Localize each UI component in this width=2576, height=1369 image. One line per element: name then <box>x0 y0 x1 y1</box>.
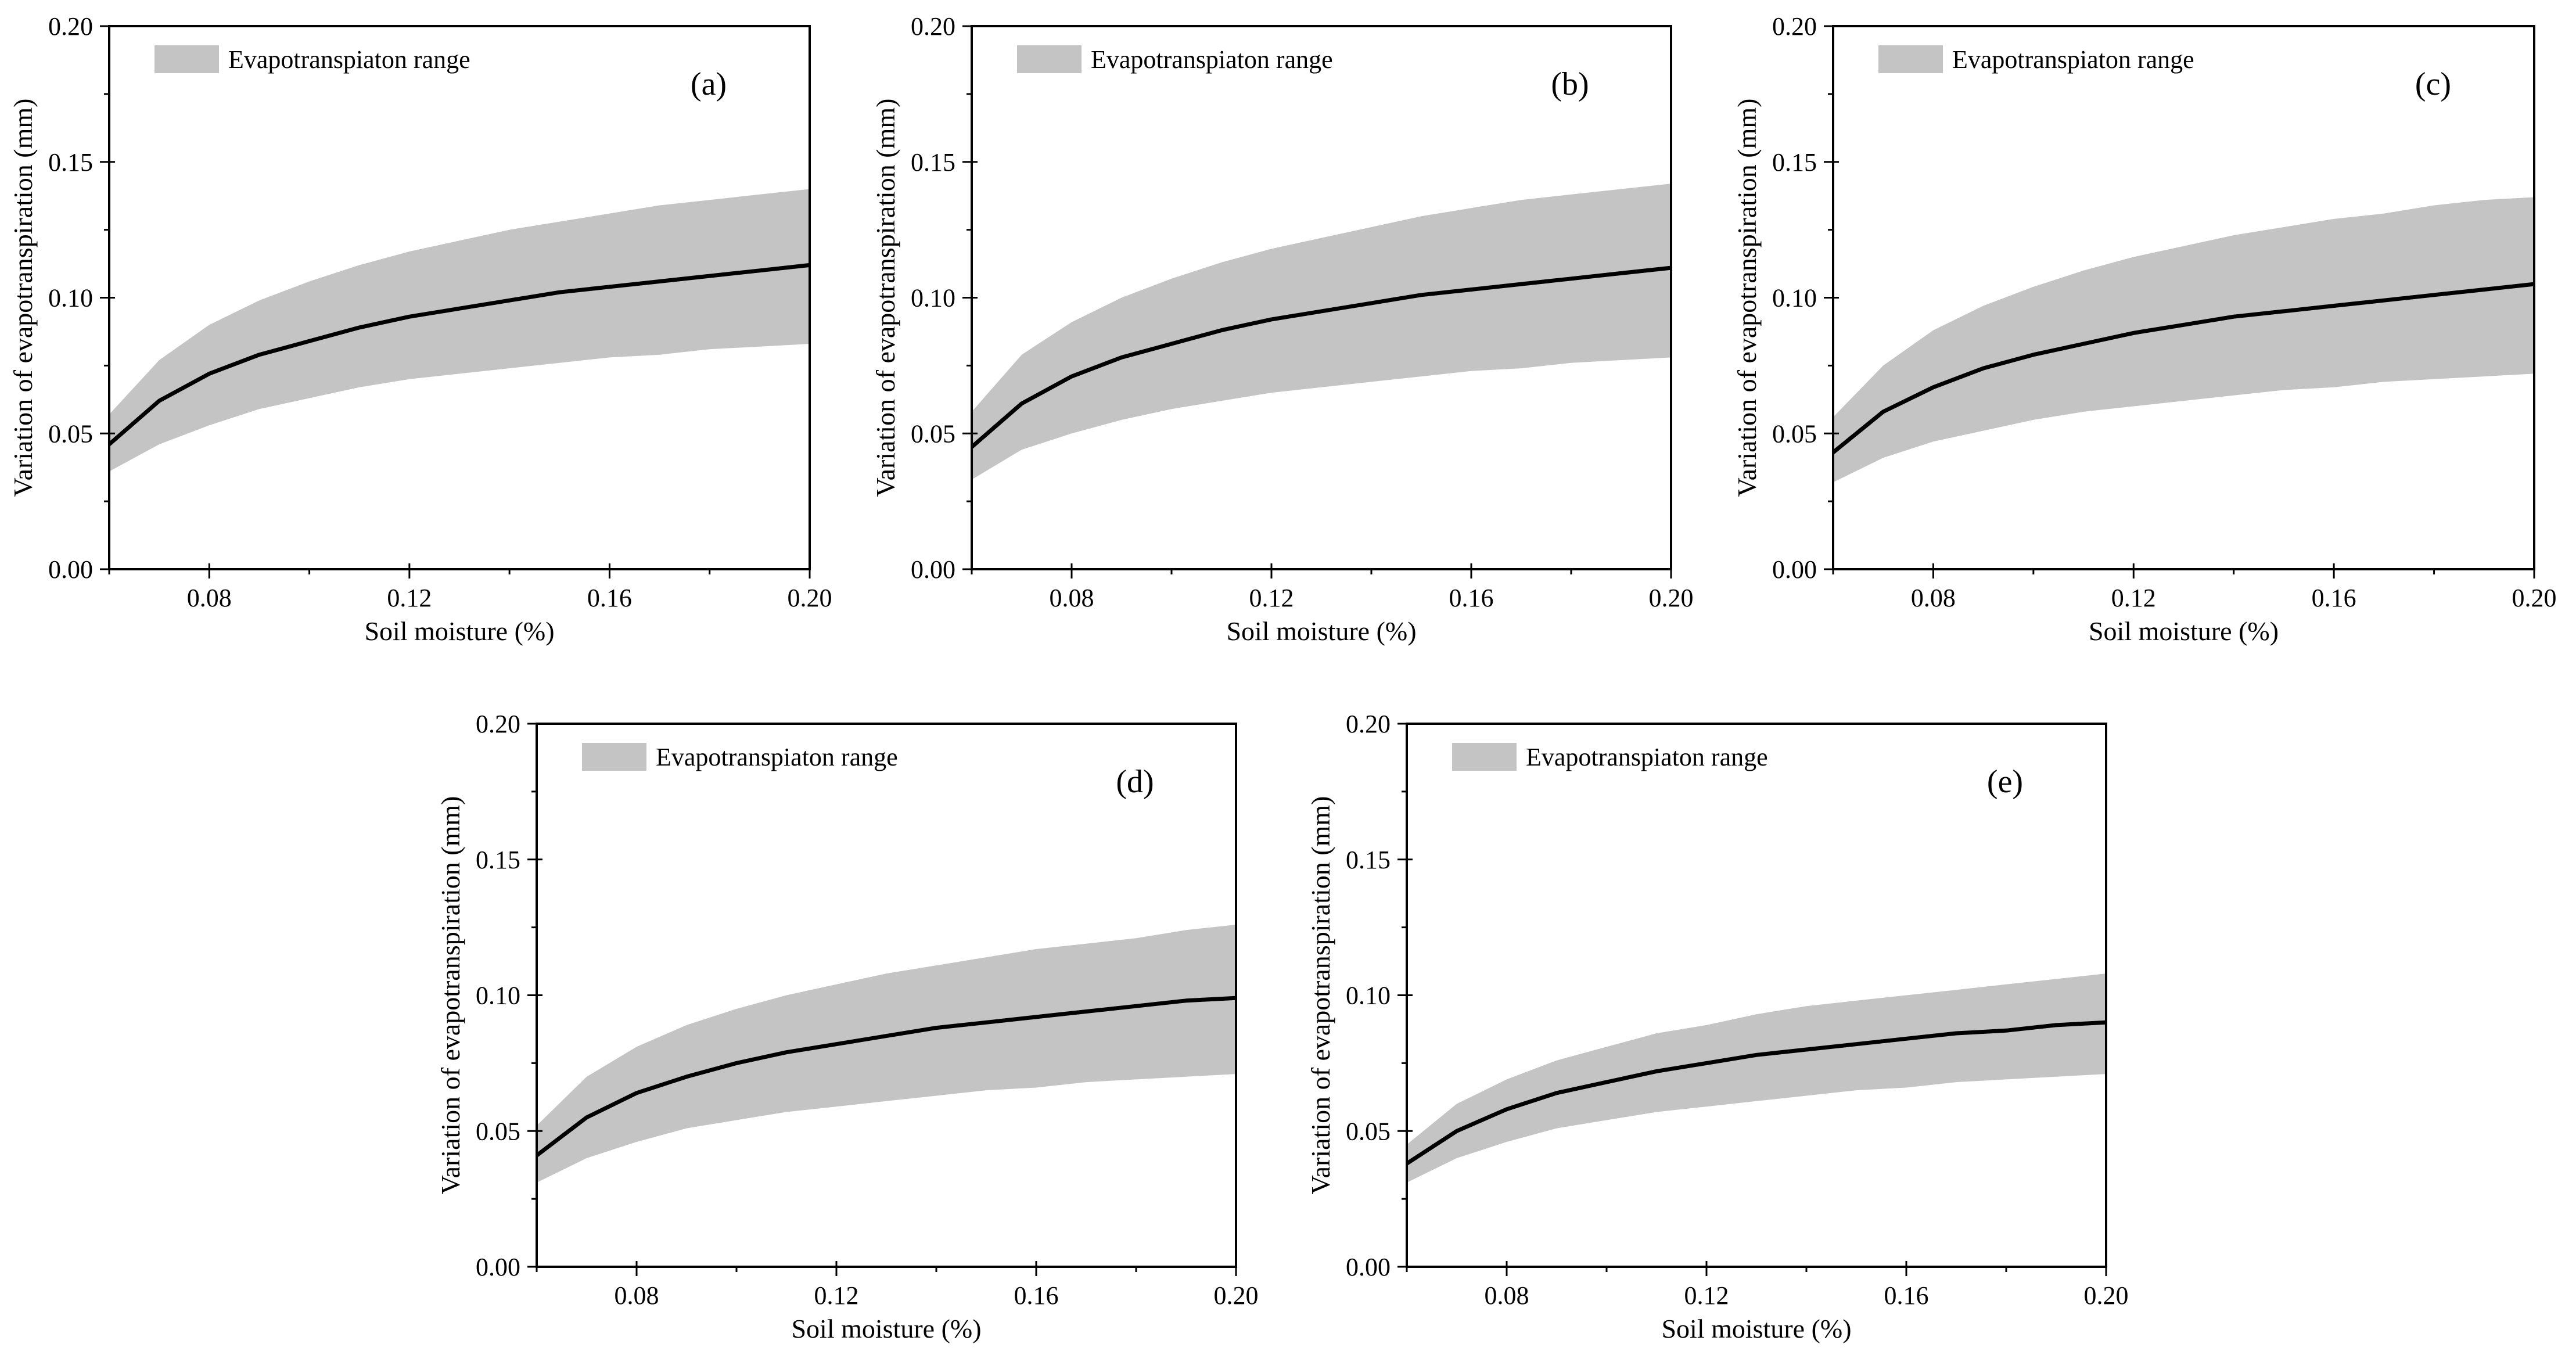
x-tick-label: 0.16 <box>587 584 632 612</box>
mean-evapotranspiration-line <box>970 265 1672 449</box>
x-tick-label: 0.12 <box>2111 584 2156 612</box>
x-axis-title: Soil moisture (%) <box>1226 616 1416 646</box>
y-tick-label: 0.20 <box>1772 12 1817 41</box>
chart-panel-1: 0.00 0.05 0.10 0.15 0.20 0.08 0.12 0.16 0.20 Soil… <box>8 12 832 646</box>
panel-label: (b) <box>1551 66 1589 102</box>
evapotranspiration-range-band <box>1833 197 2534 483</box>
y-tick-label: 0.20 <box>911 12 955 41</box>
legend-swatch <box>1878 45 1943 73</box>
mean-evapotranspiration-line <box>1406 1020 2107 1166</box>
x-tick-label: 0.08 <box>1485 1281 1529 1310</box>
chart-panel-4: 0.00 0.05 0.10 0.15 0.20 0.08 0.12 0.16 0.20 Soil… <box>436 710 1259 1343</box>
y-tick-label: 0.00 <box>1772 555 1817 584</box>
x-tick-label: 0.08 <box>187 584 232 612</box>
x-tick-label: 0.20 <box>1649 584 1694 612</box>
y-tick-label: 0.20 <box>1346 710 1391 738</box>
legend-label: Evapotranspiaton range <box>1091 45 1333 74</box>
y-tick-label: 0.20 <box>476 710 520 738</box>
panel-label: (e) <box>1987 764 2023 800</box>
y-tick-label: 0.05 <box>476 1117 520 1145</box>
chart-panel-3: 0.00 0.05 0.10 0.15 0.20 0.08 0.12 0.16 0.20 Soil… <box>1732 12 2557 646</box>
x-tick-label: 0.12 <box>1249 584 1294 612</box>
x-tick-label: 0.16 <box>1014 1281 1059 1310</box>
evapotranspiration-range-band <box>537 925 1236 1183</box>
panel-label: (d) <box>1116 764 1154 800</box>
x-tick-label: 0.08 <box>1050 584 1094 612</box>
y-tick-label: 0.00 <box>911 555 955 584</box>
legend-swatch <box>582 743 646 771</box>
y-tick-label: 0.15 <box>48 148 93 177</box>
y-tick-label: 0.20 <box>48 12 93 41</box>
y-tick-label: 0.10 <box>48 284 93 312</box>
y-tick-label: 0.00 <box>476 1253 520 1281</box>
x-tick-label: 0.16 <box>2312 584 2356 612</box>
evapotranspiration-range-band <box>109 189 810 472</box>
x-tick-label: 0.12 <box>1684 1281 1729 1310</box>
x-axis-title: Soil moisture (%) <box>364 616 554 646</box>
x-tick-label: 0.20 <box>2512 584 2557 612</box>
x-axis-title: Soil moisture (%) <box>2089 616 2279 646</box>
legend-label: Evapotranspiaton range <box>656 743 898 771</box>
evapotranspiration-range-band <box>972 184 1671 480</box>
x-tick-label: 0.20 <box>1214 1281 1259 1310</box>
legend-swatch <box>155 45 219 73</box>
y-tick-label: 0.10 <box>911 284 955 312</box>
y-tick-label: 0.05 <box>1772 419 1817 448</box>
y-tick-label: 0.05 <box>48 419 93 448</box>
y-tick-label: 0.15 <box>476 846 520 874</box>
legend-label: Evapotranspiaton range <box>228 45 470 74</box>
x-tick-label: 0.16 <box>1884 1281 1929 1310</box>
x-tick-label: 0.12 <box>814 1281 859 1310</box>
panel-label: (a) <box>691 66 727 102</box>
x-tick-label: 0.16 <box>1449 584 1494 612</box>
evapotranspiration-range-band <box>1407 973 2106 1183</box>
x-axis-title: Soil moisture (%) <box>1661 1314 1851 1343</box>
y-axis-title: Variation of evapotranspiration (mm) <box>1732 99 1762 497</box>
y-tick-label: 0.10 <box>476 982 520 1010</box>
y-tick-label: 0.15 <box>911 148 955 177</box>
chart-panel-5: 0.00 0.05 0.10 0.15 0.20 0.08 0.12 0.16 0.20 Soil… <box>1306 710 2129 1343</box>
mean-evapotranspiration-line <box>535 996 1237 1158</box>
x-tick-label: 0.08 <box>615 1281 659 1310</box>
y-tick-label: 0.10 <box>1346 982 1391 1010</box>
mean-evapotranspiration-line <box>1831 282 2535 454</box>
legend-swatch <box>1452 743 1517 771</box>
mean-evapotranspiration-line <box>107 263 810 446</box>
legend-swatch <box>1017 45 1082 73</box>
panel-label: (c) <box>2415 66 2451 102</box>
y-tick-label: 0.00 <box>48 555 93 584</box>
y-tick-label: 0.10 <box>1772 284 1817 312</box>
x-axis-title: Soil moisture (%) <box>791 1314 981 1343</box>
y-tick-label: 0.05 <box>1346 1117 1391 1145</box>
x-tick-label: 0.08 <box>1911 584 1956 612</box>
y-tick-label: 0.15 <box>1772 148 1817 177</box>
y-tick-label: 0.15 <box>1346 846 1391 874</box>
chart-panel-2: 0.00 0.05 0.10 0.15 0.20 0.08 0.12 0.16 0.20 Soil… <box>871 12 1694 646</box>
x-tick-label: 0.20 <box>788 584 832 612</box>
x-tick-label: 0.12 <box>387 584 432 612</box>
legend-label: Evapotranspiaton range <box>1952 45 2194 74</box>
y-axis-title: Variation of evapotranspiration (mm) <box>1306 796 1335 1195</box>
y-axis-title: Variation of evapotranspiration (mm) <box>8 99 38 497</box>
y-tick-label: 0.00 <box>1346 1253 1391 1281</box>
y-axis-title: Variation of evapotranspiration (mm) <box>871 99 900 497</box>
y-axis-title: Variation of evapotranspiration (mm) <box>436 796 465 1195</box>
y-tick-label: 0.05 <box>911 419 955 448</box>
x-tick-label: 0.20 <box>2084 1281 2129 1310</box>
legend-label: Evapotranspiaton range <box>1526 743 1768 771</box>
